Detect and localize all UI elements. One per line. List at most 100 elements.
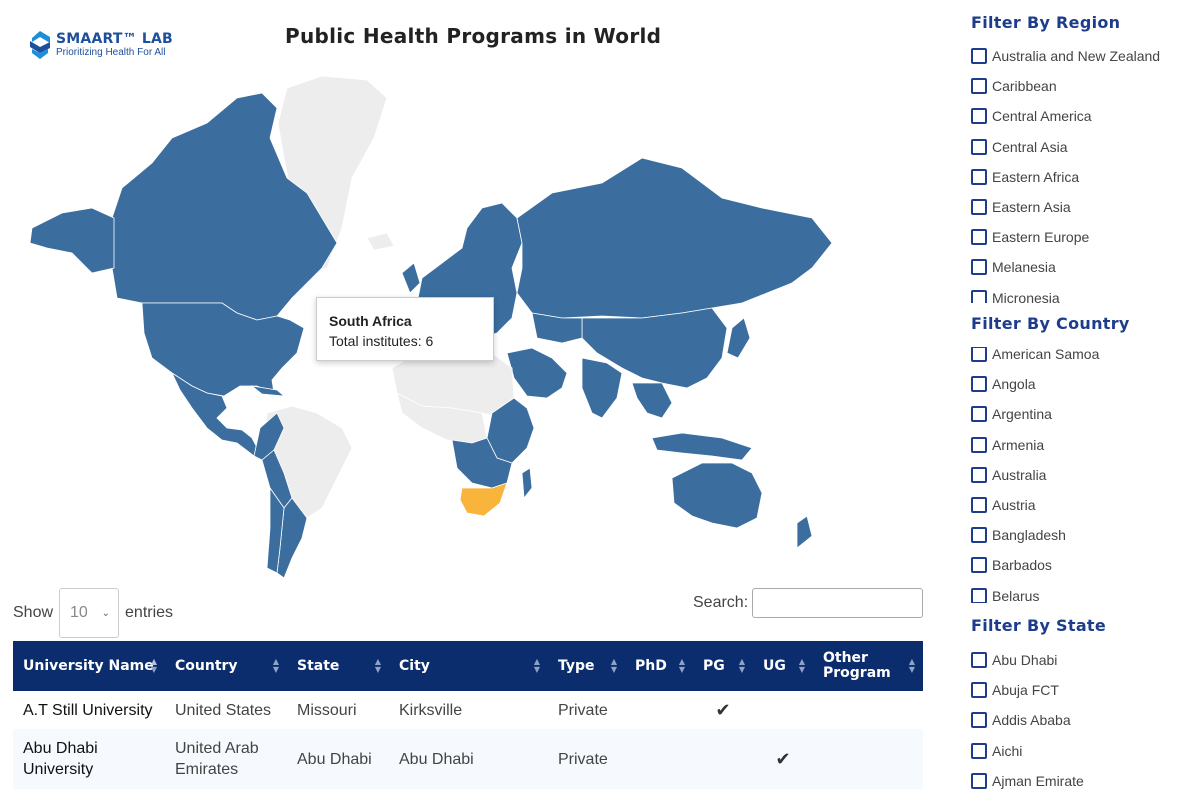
checkbox[interactable] [971, 466, 987, 483]
show-label: Show [13, 604, 54, 621]
map-china[interactable] [581, 307, 728, 389]
filter-option-label: Micronesia [992, 289, 1060, 303]
search-input[interactable] [752, 588, 924, 618]
checkbox[interactable] [971, 168, 987, 185]
cell-country: United States [175, 701, 272, 719]
filter-state-list[interactable]: Abu Dhabi Abuja FCT Addis Ababa Aichi Ajman … [971, 645, 1200, 800]
checkbox[interactable] [971, 406, 987, 423]
filter-option[interactable]: Bangladesh [971, 520, 1200, 550]
map-mexico[interactable] [171, 371, 261, 457]
filter-country-list[interactable]: American Samoa Angola Argentina Armenia Aust… [971, 347, 1200, 603]
logo-mark-icon [30, 31, 50, 59]
cell-city: Abu Dhabi [399, 750, 474, 768]
map-caribbean[interactable] [250, 385, 286, 397]
cell-ug [753, 691, 813, 729]
filter-option[interactable]: Eastern Africa [971, 162, 1200, 192]
checkbox[interactable] [971, 497, 987, 514]
table-row[interactable]: A.T Still University United States Misso… [13, 691, 923, 729]
filter-option-label: Abu Dhabi [992, 652, 1058, 669]
map-indonesia[interactable] [651, 432, 753, 461]
checkbox[interactable] [971, 108, 987, 125]
sort-icon: ▲ ▼ [374, 657, 381, 674]
checkbox[interactable] [971, 199, 987, 216]
map-india[interactable] [581, 357, 623, 419]
filter-option[interactable]: Abu Dhabi [971, 645, 1200, 675]
entries-select[interactable]: 10 ⌄ [59, 588, 120, 638]
checkbox[interactable] [971, 772, 987, 789]
filter-option[interactable]: American Samoa [971, 347, 1200, 369]
col-country[interactable]: Country ▲ ▼ [175, 657, 279, 674]
table-row[interactable]: Abu Dhabi University United Arab Emirate… [13, 729, 923, 789]
filter-option-label: Abuja FCT [992, 682, 1059, 699]
filter-option[interactable]: Australia [971, 460, 1200, 490]
cell-other [813, 729, 923, 789]
filter-option[interactable]: Belarus [971, 581, 1200, 603]
map-japan[interactable] [726, 317, 751, 359]
filter-option[interactable]: Ajman Emirate [971, 766, 1200, 796]
checkbox[interactable] [971, 259, 987, 276]
world-map[interactable] [22, 68, 837, 583]
col-phd[interactable]: PhD ▲ ▼ [635, 657, 685, 674]
checkbox[interactable] [971, 682, 987, 699]
checkbox[interactable] [971, 376, 987, 393]
filter-region-list[interactable]: Australia and New Zealand Caribbean Centra… [971, 41, 1200, 303]
map-middle-east[interactable] [506, 347, 568, 399]
col-city[interactable]: City ▲ ▼ [399, 657, 540, 674]
filter-option[interactable]: Aichi [971, 736, 1200, 766]
map-australia[interactable] [671, 462, 763, 529]
map-usa[interactable] [141, 302, 305, 397]
filter-option[interactable]: Central America [971, 101, 1200, 131]
col-university-name[interactable]: University Name ▲ ▼ [23, 657, 157, 674]
checkbox[interactable] [971, 229, 987, 246]
filter-option[interactable]: Eastern Asia [971, 192, 1200, 222]
checkbox[interactable] [971, 347, 987, 363]
checkbox[interactable] [971, 742, 987, 759]
cell-type: Private [558, 701, 608, 719]
checkbox[interactable] [971, 436, 987, 453]
checkbox[interactable] [971, 587, 987, 603]
filter-option[interactable]: Addis Ababa [971, 705, 1200, 735]
map-south-africa[interactable] [459, 482, 508, 517]
filter-option[interactable]: Central Asia [971, 132, 1200, 162]
map-central-africa[interactable] [451, 437, 513, 489]
col-ug[interactable]: UG ▲ ▼ [763, 657, 805, 674]
filter-option[interactable]: Melanesia [971, 252, 1200, 282]
search-control: Search: [693, 588, 924, 618]
map-iceland[interactable] [366, 232, 395, 251]
checkbox[interactable] [971, 712, 987, 729]
map-new-zealand[interactable] [796, 515, 813, 549]
map-kazakhstan[interactable] [531, 312, 583, 344]
map-russia[interactable] [516, 157, 833, 319]
checkbox[interactable] [971, 527, 987, 544]
filter-option[interactable]: Micronesia [971, 283, 1200, 303]
filter-option[interactable]: Australia and New Zealand [971, 41, 1200, 71]
filter-option-label: Belarus [992, 587, 1040, 603]
filter-option[interactable]: Barbados [971, 550, 1200, 580]
cell-pg [693, 729, 753, 789]
checkbox[interactable] [971, 48, 987, 65]
filter-option[interactable]: Argentina [971, 399, 1200, 429]
filter-option[interactable]: Caribbean [971, 71, 1200, 101]
filter-option-label: Australia [992, 466, 1047, 483]
checkbox[interactable] [971, 78, 987, 95]
map-se-asia[interactable] [631, 382, 673, 419]
filter-option[interactable]: Eastern Europe [971, 222, 1200, 252]
filter-option[interactable]: Armenia [971, 430, 1200, 460]
filter-option[interactable]: Angola [971, 369, 1200, 399]
map-chile[interactable] [266, 486, 285, 574]
sort-icon: ▲ ▼ [272, 657, 279, 674]
col-state[interactable]: State ▲ ▼ [297, 657, 381, 674]
col-type[interactable]: Type ▲ ▼ [558, 657, 617, 674]
filter-option-label: Central Asia [992, 138, 1068, 155]
checkbox[interactable] [971, 652, 987, 669]
col-pg[interactable]: PG ▲ ▼ [703, 657, 745, 674]
map-madagascar[interactable] [521, 467, 533, 500]
filter-option[interactable]: Abuja FCT [971, 675, 1200, 705]
col-other-program[interactable]: Other Program ▲ ▼ [823, 650, 915, 681]
checkbox[interactable] [971, 138, 987, 155]
map-alaska[interactable] [29, 207, 115, 274]
filter-option[interactable]: Austria [971, 490, 1200, 520]
map-uk[interactable] [401, 262, 421, 294]
checkbox[interactable] [971, 557, 987, 574]
checkbox[interactable] [971, 289, 987, 303]
